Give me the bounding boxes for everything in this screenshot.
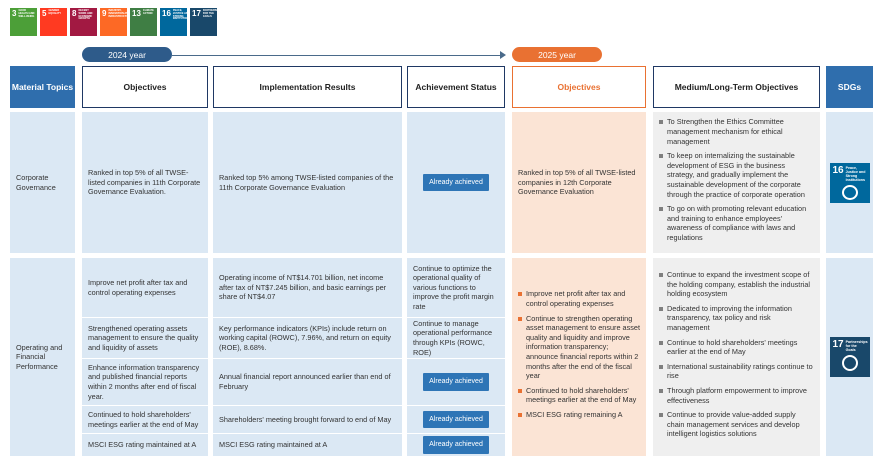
sdg-number: 9 [102,9,107,18]
medium-term-objective: Continue to provide value-added supply c… [659,410,814,439]
sdg-cell: 16 Peace, Justice and Strong Institutions [826,112,873,253]
sdg-label: GOOD HEALTH AND WELL-BEING [18,9,35,18]
objective-cell: Continued to hold shareholders' meetings… [82,406,208,433]
result-cell: Key performance indicators (KPIs) includ… [213,318,402,358]
objective-2025: Continued to hold shareholders' meetings… [518,386,640,405]
medium-term-list: Continue to expand the investment scope … [659,270,814,444]
objective-2025: Continue to strengthen operating asset m… [518,314,640,381]
objectives-2025-cell: Ranked in top 5% of all TWSE-listed comp… [512,112,646,253]
status-cell: Already achieved [407,434,505,456]
status-cell: Already achieved [407,112,505,253]
header-cell: SDGs [826,66,873,108]
status-badge: Already achieved [423,373,489,391]
sdg-number: 17 [832,339,844,350]
result-cell: MSCI ESG rating maintained at A [213,434,402,456]
medium-term-objective: Continue to expand the investment scope … [659,270,814,299]
year-2025-pill: 2025 year [512,47,602,62]
status-badge: Already achieved [423,410,489,429]
status-cell: Continue to manage operational performan… [407,318,505,358]
topic-cell: Corporate Governance [10,112,75,253]
sdg-icon: 8 DECENT WORK AND ECONOMIC GROWTH [70,8,97,36]
sdg-icon: 3 GOOD HEALTH AND WELL-BEING [10,8,37,36]
year-2024-pill: 2024 year [82,47,172,62]
sdg-icon-head: 8 DECENT WORK AND ECONOMIC GROWTH [72,9,95,21]
sdg-icon-head: 13 CLIMATE ACTION [132,9,155,18]
sdg-label: PARTNERSHIPS FOR THE GOALS [202,9,217,18]
objective-cell: Enhance information transparency and pub… [82,359,208,405]
sdg-symbol [841,184,858,200]
sdg-label: INDUSTRY, INNOVATION AND INFRASTRUCTURE [108,9,127,18]
header-cell: Material Topics [10,66,75,108]
sdg-label: PEACE, JUSTICE AND STRONG INSTITUTIONS [172,9,187,21]
sdg-label: Peace, Justice and Strong Institutions [845,165,866,182]
objective-cell: MSCI ESG rating maintained at A [82,434,208,456]
sdg-number: 5 [42,9,47,18]
objective-2025: MSCI ESG rating remaining A [518,410,640,420]
result-cell: Ranked top 5% among TWSE-listed companie… [213,112,402,253]
result-cell: Annual financial report announced earlie… [213,359,402,405]
sdg-icon: 5 GENDER EQUALITY [40,8,67,36]
header-cell: Implementation Results [213,66,402,108]
status-badge: Already achieved [423,173,489,192]
sdg-label: CLIMATE ACTION [142,9,154,15]
sdg-number: 8 [72,9,77,18]
sdg-icon: 13 CLIMATE ACTION [130,8,157,36]
objective-2025: Improve net profit after tax and control… [518,289,640,308]
medium-term-objective: Continue to hold shareholders' meetings … [659,338,814,357]
status-cell: Continue to optimize the operational qua… [407,258,505,317]
header-cell: Objectives [512,66,646,108]
sdg-icon-head: 16 Peace, Justice and Strong Institutions [832,164,867,182]
status-cell: Already achieved [407,359,505,405]
result-cell: Shareholders' meeting brought forward to… [213,406,402,433]
sdg-icon-head: 3 GOOD HEALTH AND WELL-BEING [12,9,35,18]
sdg-label: DECENT WORK AND ECONOMIC GROWTH [78,9,93,21]
sdg-number: 17 [192,9,201,18]
sdg-number: 3 [12,9,17,18]
timeline-arrow [500,51,506,59]
sdg-label: Partnerships for the Goals [845,340,868,352]
header-cell: Objectives [82,66,208,108]
medium-term-list: To Strengthen the Ethics Committee manag… [659,117,814,247]
status-cell: Already achieved [407,406,505,433]
status-badge: Already achieved [423,436,489,454]
objective-cell: Ranked in top 5% of all TWSE-listed comp… [82,112,208,253]
objective-cell: Improve net profit after tax and control… [82,258,208,317]
sdg-number: 13 [132,9,141,18]
timeline-line [172,54,502,56]
medium-term-objective: Dedicated to improving the information t… [659,304,814,333]
header-cell: Medium/Long-Term Objectives [653,66,820,108]
sdg-symbol [841,355,858,371]
objectives-2025-cell: Improve net profit after tax and control… [512,258,646,456]
objective-2025-list: Improve net profit after tax and control… [518,289,640,424]
sdg-label: GENDER EQUALITY [48,9,62,15]
sdg-icon: 17PARTNERSHIPS FOR THE GOALS [190,8,217,36]
objective-2025: Ranked in top 5% of all TWSE-listed comp… [518,168,636,197]
header-cell: Achievement Status [407,66,505,108]
sdg-icon: 16 Peace, Justice and Strong Institutions [829,162,870,203]
sdg-icon-head: 17PARTNERSHIPS FOR THE GOALS [192,9,217,18]
result-cell: Operating income of NT$14.701 billion, n… [213,258,402,317]
medium-term-cell: To Strengthen the Ethics Committee manag… [653,112,820,253]
medium-term-objective: To Strengthen the Ethics Committee manag… [659,117,814,146]
sdg-number: 16 [162,9,171,18]
medium-term-objective: International sustainability ratings con… [659,362,814,381]
medium-term-objective: Through platform empowerment to improve … [659,386,814,405]
sdg-icon-head: 5 GENDER EQUALITY [42,9,65,18]
objective-cell: Strengthened operating assets management… [82,318,208,358]
sdg-icon: 17 Partnerships for the Goals [829,337,870,377]
sdg-number: 16 [832,164,844,176]
medium-term-objective: To keep on internalizing the sustainable… [659,151,814,199]
medium-term-objective: To go on with promoting relevant educati… [659,204,814,242]
sdg-icon-head: 17 Partnerships for the Goals [832,339,868,353]
topic-cell: Operating and Financial Performance [10,258,75,456]
medium-term-cell: Continue to expand the investment scope … [653,258,820,456]
sdg-cell: 17 Partnerships for the Goals [826,258,873,456]
